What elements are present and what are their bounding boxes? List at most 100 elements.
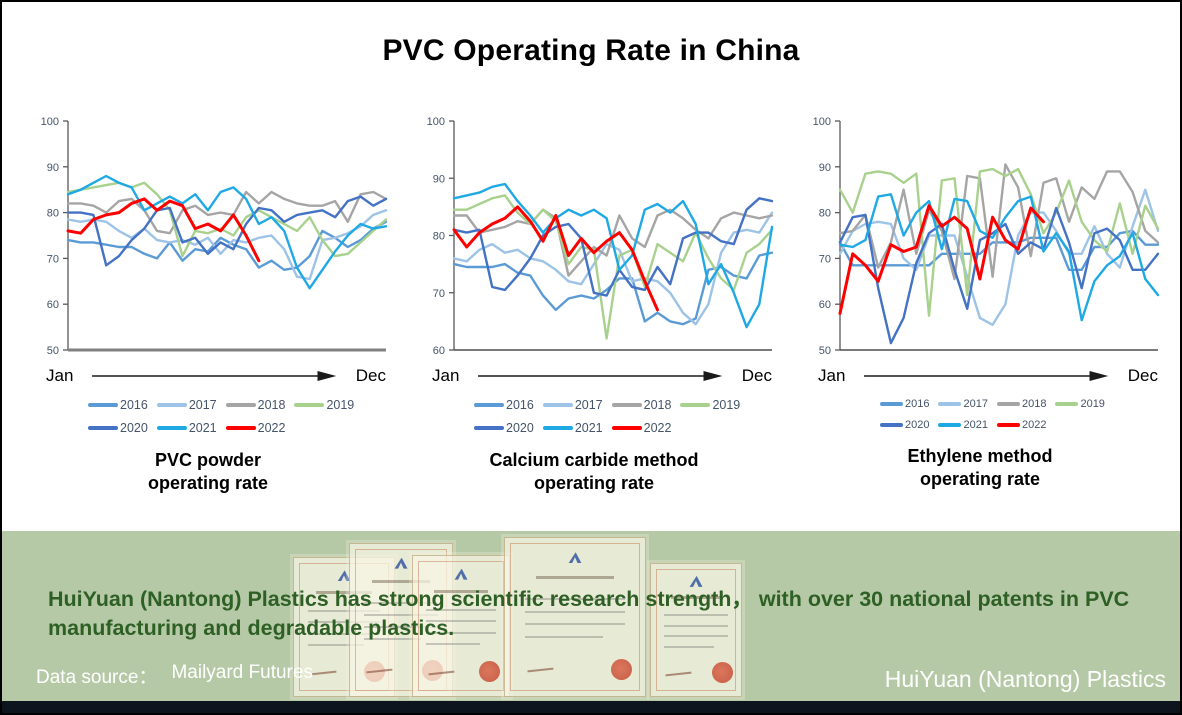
x-axis-ethylene: Jan Dec [788, 366, 1172, 386]
y-tick-label: 100 [427, 116, 445, 128]
chart-ethylene: 100 90 80 70 60 50 Jan Dec 2016 2017 2018 2019 20… [788, 114, 1172, 495]
legend-item-2019: 2019 [680, 398, 740, 412]
series-line-2019 [838, 167, 1160, 317]
legend-swatch-2020 [880, 423, 903, 427]
legend-label: 2018 [1021, 398, 1047, 410]
legend-item-2021: 2021 [542, 421, 603, 435]
company-name: HuiYuan (Nantong) Plastics [884, 666, 1166, 692]
line-chart-ethylene: 100 90 80 70 60 50 [813, 116, 1160, 357]
series-line-2016 [66, 220, 388, 271]
y-tick-label: 70 [819, 253, 831, 265]
x-start-label: Jan [46, 366, 74, 385]
legend-swatch-2018 [225, 403, 256, 407]
data-source: Data source： Mailyard Futures [36, 662, 313, 689]
legend-row: 2020 2021 2022 [880, 419, 1172, 431]
page-title: PVC Operating Rate in China [382, 34, 800, 67]
data-source-value: Mailyard Futures [171, 662, 313, 683]
series-line-2022 [66, 197, 261, 263]
legend-item-2019: 2019 [294, 398, 354, 412]
y-tick-label: 100 [813, 116, 831, 128]
series-line-2018 [838, 163, 1160, 281]
legend-swatch-2019 [680, 403, 711, 407]
series-line-2022 [838, 204, 1045, 315]
legend-row: 2020 2021 2022 [88, 421, 400, 435]
y-tick-label: 80 [47, 208, 59, 220]
legend-label: 2021 [574, 421, 603, 435]
legend-item-2017: 2017 [156, 398, 217, 412]
legend-swatch-2016 [474, 403, 504, 407]
chart-pvc-powder: 100 90 80 70 60 50 Jan Dec 2016 2017 2018 2019 20… [16, 114, 400, 495]
legend-swatch-2019 [1055, 402, 1079, 406]
legend-label: 2017 [963, 398, 988, 410]
x-end-label: Dec [355, 366, 386, 385]
y-tick-label: 60 [433, 345, 445, 357]
y-tick-label: 70 [433, 288, 445, 300]
legend-item-2017: 2017 [938, 398, 988, 410]
legend-label: 2020 [120, 421, 148, 435]
x-end-label: Dec [1127, 366, 1158, 385]
chart-caption-pvc-powder: PVC powder operating rate [147, 450, 269, 494]
series-line-2022 [452, 205, 659, 312]
legend-item-2020: 2020 [474, 421, 534, 435]
legend-swatch-2017 [542, 403, 573, 407]
legend-label: 2020 [905, 419, 930, 431]
legend-label: 2022 [1021, 419, 1047, 431]
y-tick-label: 50 [47, 345, 59, 357]
legend-item-2022: 2022 [996, 419, 1047, 431]
y-tick-label: 100 [41, 116, 59, 128]
banner-headline: HuiYuan (Nantong) Plastics has strong sc… [48, 587, 1130, 640]
legend-item-2018: 2018 [996, 398, 1047, 410]
data-source-label: Data source： [36, 667, 158, 688]
legend-item-2019: 2019 [1055, 398, 1105, 410]
x-start-label: Jan [432, 366, 460, 385]
legend-swatch-2022 [225, 426, 256, 430]
legend-item-2018: 2018 [225, 398, 286, 412]
y-tick-label: 90 [433, 173, 445, 185]
legend-item-2016: 2016 [880, 398, 929, 410]
legend-label: 2016 [120, 398, 148, 412]
y-tick-label: 90 [819, 162, 831, 174]
x-axis-calcium-carbide: Jan Dec [402, 366, 786, 386]
legend-row: 2016 2017 2018 2019 [880, 398, 1172, 410]
legend-label: 2022 [643, 421, 672, 435]
legend-label: 2019 [326, 398, 355, 412]
x-axis-pvc-powder: Jan Dec [16, 366, 400, 386]
y-tick-label: 60 [819, 299, 831, 311]
legend-ethylene: 2016 2017 2018 2019 2020 2021 2022 [788, 398, 1172, 431]
x-start-label: Jan [818, 366, 846, 385]
y-tick-label: 90 [47, 162, 59, 174]
legend-label: 2018 [643, 398, 672, 412]
line-chart-pvc-powder: 100 90 80 70 60 50 [41, 116, 388, 357]
y-tick-label: 80 [819, 208, 831, 220]
legend-row: 2020 2021 2022 [474, 421, 786, 435]
legend-item-2022: 2022 [225, 421, 285, 435]
chart-caption-calcium-carbide: Calcium carbide method operating rate [489, 450, 699, 494]
legend-swatch-2021 [156, 426, 187, 430]
legend-item-2016: 2016 [474, 398, 534, 412]
legend-item-2016: 2016 [88, 398, 148, 412]
series-line-2020 [66, 195, 388, 267]
legend-label: 2017 [574, 398, 603, 412]
legend-swatch-2022 [996, 423, 1020, 427]
chart-calcium-carbide: 100 90 80 70 60 Jan Dec 2016 2017 2018 2019 2020… [402, 114, 786, 495]
patent-certificate-image [504, 537, 646, 697]
legend-item-2021: 2021 [156, 421, 217, 435]
series-line-2021 [452, 182, 774, 329]
legend-swatch-2020 [474, 426, 504, 430]
bottom-bar [2, 701, 1180, 713]
y-tick-label: 80 [433, 231, 445, 243]
legend-label: 2017 [188, 398, 217, 412]
legend-item-2021: 2021 [938, 419, 988, 431]
legend-swatch-2020 [88, 426, 118, 430]
legend-swatch-2019 [294, 403, 325, 407]
patent-certificate-image [650, 563, 742, 697]
right-arrow-icon [92, 371, 337, 381]
legend-row: 2016 2017 2018 2019 [474, 398, 786, 412]
series-line-2021 [66, 174, 388, 290]
y-tick-label: 70 [47, 253, 59, 265]
legend-swatch-2021 [938, 423, 962, 427]
legend-item-2018: 2018 [611, 398, 672, 412]
legend-swatch-2017 [156, 403, 187, 407]
y-tick-label: 50 [819, 345, 831, 357]
legend-label: 2018 [257, 398, 286, 412]
